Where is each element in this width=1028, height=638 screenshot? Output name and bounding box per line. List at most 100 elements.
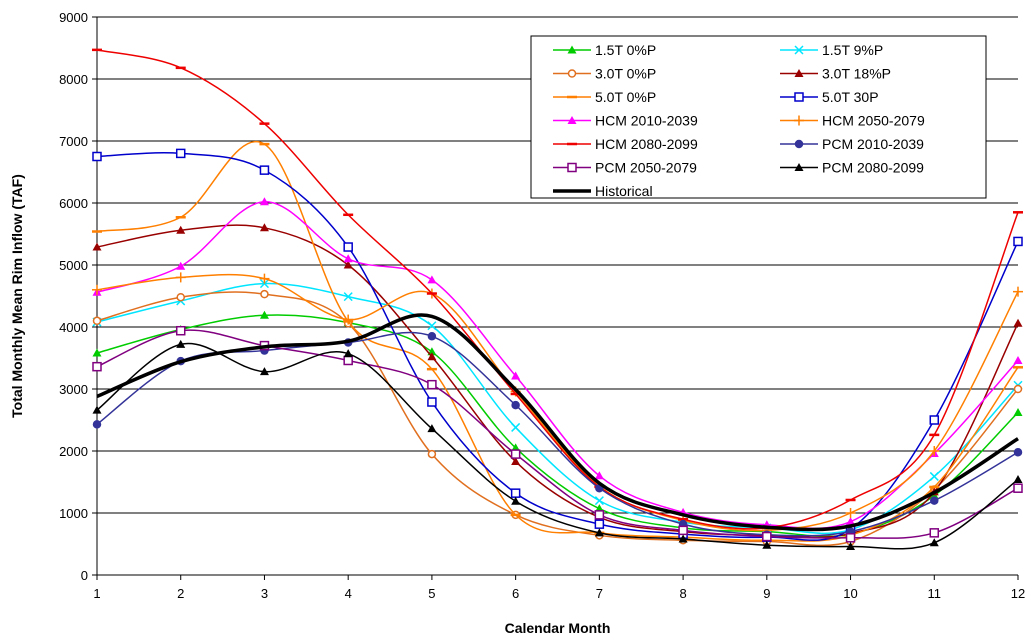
legend-item: HCM 2010-2039 — [553, 113, 698, 129]
y-tick-label: 3000 — [59, 382, 88, 397]
y-tick-label: 5000 — [59, 258, 88, 273]
data-point — [929, 415, 940, 425]
data-point — [92, 361, 102, 372]
data-point — [176, 292, 185, 302]
series-pcm-2050-2079 — [92, 325, 1023, 543]
data-point — [92, 420, 102, 429]
data-point — [427, 321, 437, 331]
data-point — [762, 540, 772, 549]
data-point — [1013, 408, 1023, 417]
data-point — [794, 69, 804, 77]
data-point — [92, 405, 102, 414]
legend-label: 3.0T 0%P — [595, 66, 656, 82]
x-tick-label: 12 — [1011, 586, 1025, 601]
data-point — [1013, 355, 1023, 364]
data-point — [594, 471, 604, 480]
data-point — [794, 163, 804, 171]
data-point — [594, 519, 605, 529]
data-point — [1013, 286, 1023, 297]
legend-item: 5.0T 0%P — [553, 89, 656, 105]
data-point — [1013, 483, 1023, 493]
data-point — [175, 148, 186, 159]
series-line — [96, 329, 1019, 539]
data-point — [1013, 384, 1023, 394]
series-pcm-2080-2099 — [92, 339, 1023, 550]
data-point — [929, 446, 940, 456]
data-point — [510, 449, 521, 459]
data-point — [845, 508, 856, 518]
x-tick-label: 6 — [512, 586, 519, 601]
data-point — [511, 422, 521, 432]
data-point — [846, 541, 856, 550]
y-tick-label: 8000 — [59, 72, 88, 87]
data-point — [511, 371, 521, 380]
legend-item: 1.5T 9%P — [780, 42, 883, 58]
series-line — [96, 201, 1019, 530]
data-point — [427, 352, 437, 361]
data-point — [510, 488, 521, 498]
data-point — [176, 339, 186, 348]
data-point — [511, 400, 520, 410]
data-point — [929, 538, 939, 547]
y-tick-label: 0 — [81, 568, 88, 583]
series-line — [96, 313, 1019, 532]
x-tick-label: 10 — [843, 586, 857, 601]
data-point — [594, 496, 604, 506]
x-axis-title: Calendar Month — [505, 620, 611, 636]
data-point — [427, 379, 437, 390]
y-tick-label: 7000 — [59, 134, 88, 149]
data-point — [594, 510, 605, 520]
series-pcm-2010-2039 — [92, 331, 1023, 539]
data-point — [594, 528, 604, 537]
data-point — [427, 275, 437, 284]
legend-label: PCM 2010-2039 — [822, 136, 924, 152]
legend-item: PCM 2010-2039 — [780, 136, 924, 152]
data-point — [929, 528, 940, 538]
legend-label: 1.5T 0%P — [595, 42, 656, 58]
legend-box — [530, 35, 987, 199]
data-point — [794, 92, 804, 102]
data-point — [343, 355, 353, 366]
data-point — [1013, 236, 1023, 247]
x-tick-label: 4 — [345, 586, 352, 601]
legend-label: 5.0T 0%P — [595, 89, 656, 105]
y-axis-ticks: 0 1000 2000 3000 4000 5000 6000 7000 8000 9000 — [59, 10, 97, 583]
legend-item: HCM 2050-2079 — [780, 113, 925, 129]
data-point — [343, 314, 354, 325]
data-point — [1013, 475, 1023, 484]
data-point — [260, 289, 269, 299]
data-point — [794, 115, 804, 126]
x-tick-label: 11 — [928, 586, 942, 601]
data-point — [794, 45, 804, 55]
legend-item: 5.0T 30P — [780, 89, 879, 105]
data-point — [259, 165, 270, 175]
legend-label: 5.0T 30P — [822, 89, 879, 105]
legend-item: PCM 2050-2079 — [553, 160, 697, 176]
data-point — [427, 397, 437, 407]
legend-label: PCM 2080-2099 — [822, 160, 924, 176]
legend-item: 1.5T 0%P — [553, 42, 656, 58]
data-point — [343, 292, 353, 302]
data-point — [259, 273, 270, 284]
legend-label: 3.0T 18%P — [822, 66, 891, 82]
data-point — [259, 223, 269, 232]
data-point — [567, 45, 577, 54]
series-group — [92, 48, 1023, 550]
y-tick-label: 1000 — [59, 506, 88, 521]
x-axis-ticks: 1 2 3 4 5 6 7 8 9 10 11 12 — [93, 575, 1025, 601]
legend: 1.5T 0%P 1.5T 9%P 3.0T 0%P 3.0T 18%P 5.0T 0%… — [530, 35, 987, 199]
data-point — [567, 69, 577, 78]
x-tick-label: 7 — [596, 586, 603, 601]
data-point — [845, 533, 856, 543]
data-point — [259, 197, 269, 206]
data-point — [427, 424, 437, 433]
data-point — [427, 332, 437, 341]
data-point — [259, 310, 269, 319]
legend-item: PCM 2080-2099 — [780, 160, 924, 176]
y-tick-label: 4000 — [59, 320, 88, 335]
data-point — [92, 284, 102, 295]
x-tick-label: 2 — [177, 586, 184, 601]
data-point — [1013, 318, 1023, 327]
data-point — [678, 534, 688, 543]
legend-label: 1.5T 9%P — [822, 42, 883, 58]
